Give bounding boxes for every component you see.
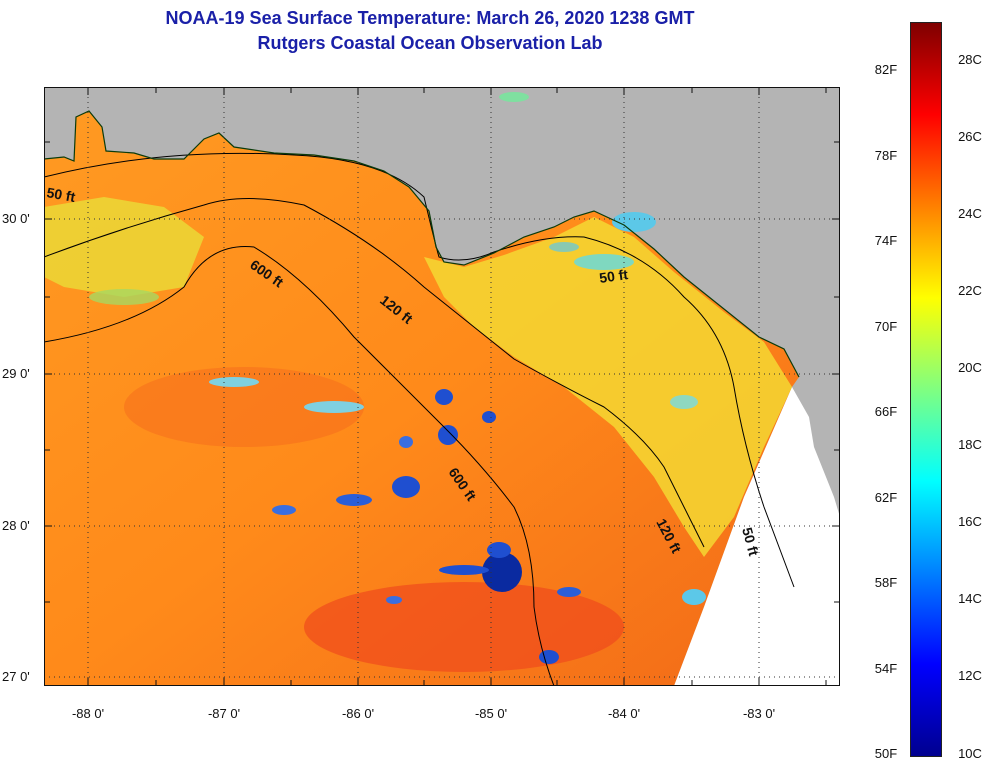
map-title: NOAA-19 Sea Surface Temperature: March 2… [165, 8, 695, 28]
lat-label: 30 0' [2, 211, 30, 226]
cold-patch [482, 552, 522, 592]
coastline [44, 110, 800, 378]
shelf-water-zone [44, 197, 204, 297]
fahrenheit-label: 50F [874, 746, 898, 761]
celsius-label: 18C [958, 437, 982, 452]
map-subtitle: Rutgers Coastal Ocean Observation Lab [257, 33, 603, 53]
cold-patch [272, 505, 296, 515]
lon-label: -86 0' [341, 706, 375, 721]
cool-patch [670, 395, 698, 409]
no-data-swath [674, 387, 840, 686]
cool-patch [304, 401, 364, 413]
contour-label: 50 ft [45, 184, 76, 205]
fahrenheit-label: 82F [874, 62, 898, 77]
celsius-label: 20C [958, 360, 982, 375]
lat-label: 28 0' [2, 518, 30, 533]
warm-patch [304, 582, 624, 672]
cold-patch [439, 565, 489, 575]
lat-label: 29 0' [2, 366, 30, 381]
celsius-label: 14C [958, 591, 982, 606]
cold-patch [487, 542, 511, 558]
contour-600ft [44, 246, 555, 686]
contour-label: 50 ft [598, 266, 629, 286]
lat-label: 27 0' [2, 669, 30, 684]
sst-map: 50 ft 600 ft 120 ft 50 ft 600 ft 120 ft … [44, 87, 840, 686]
cold-patch [539, 650, 559, 664]
fahrenheit-label: 74F [874, 233, 898, 248]
cool-patch [499, 92, 529, 102]
cold-patch [482, 411, 496, 423]
contour-120ft [44, 198, 705, 548]
shelf-water-zone [424, 217, 792, 557]
cold-patch [438, 425, 458, 445]
lon-label: -83 0' [742, 706, 776, 721]
cool-patch [549, 242, 579, 252]
celsius-label: 24C [958, 206, 982, 221]
celsius-label: 16C [958, 514, 982, 529]
sst-map-canvas: 50 ft 600 ft 120 ft 50 ft 600 ft 120 ft … [44, 87, 840, 686]
celsius-label: 26C [958, 129, 982, 144]
lon-label: -88 0' [71, 706, 105, 721]
fahrenheit-label: 78F [874, 148, 898, 163]
cold-patch [435, 389, 453, 405]
map-border [44, 87, 840, 686]
cold-patch [386, 596, 402, 604]
celsius-label: 10C [958, 746, 982, 761]
color-scale-bar [910, 22, 942, 757]
cold-patch [399, 436, 413, 448]
fahrenheit-label: 66F [874, 404, 898, 419]
fahrenheit-label: 70F [874, 319, 898, 334]
cool-patch [574, 254, 634, 270]
cold-patch [392, 476, 420, 498]
cool-patch [209, 377, 259, 387]
contour-50ft [44, 152, 795, 588]
cool-patch [612, 212, 656, 232]
fahrenheit-label: 62F [874, 490, 898, 505]
contour-label: 50 ft [739, 526, 762, 558]
cold-patch [557, 587, 581, 597]
fahrenheit-label: 54F [874, 661, 898, 676]
lon-label: -87 0' [207, 706, 241, 721]
lon-label: -85 0' [474, 706, 508, 721]
cool-patch [89, 289, 159, 305]
celsius-label: 22C [958, 283, 982, 298]
cold-patch [336, 494, 372, 506]
cool-patch [682, 589, 706, 605]
lon-label: -84 0' [607, 706, 641, 721]
celsius-label: 28C [958, 52, 982, 67]
celsius-label: 12C [958, 668, 982, 683]
warm-patch [124, 367, 364, 447]
fahrenheit-label: 58F [874, 575, 898, 590]
